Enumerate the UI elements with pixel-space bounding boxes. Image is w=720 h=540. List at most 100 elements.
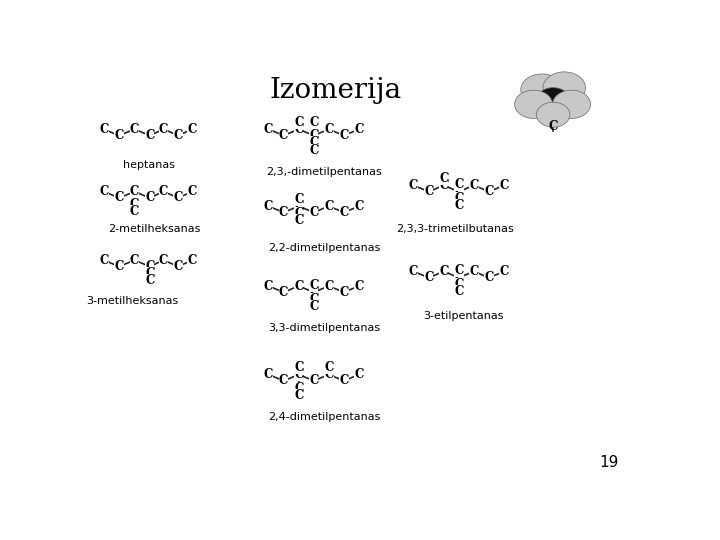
Text: C: C: [130, 123, 140, 136]
Text: C: C: [187, 254, 197, 267]
Text: C: C: [264, 200, 274, 213]
Text: C: C: [294, 207, 303, 220]
Text: C: C: [549, 120, 558, 133]
Text: C: C: [324, 200, 333, 213]
Text: C: C: [354, 280, 364, 293]
Text: C: C: [130, 198, 140, 211]
Text: C: C: [309, 279, 318, 292]
Text: C: C: [145, 267, 154, 280]
Text: C: C: [469, 179, 479, 192]
Text: C: C: [130, 254, 140, 267]
Text: C: C: [309, 286, 318, 299]
Text: C: C: [339, 129, 348, 142]
Text: C: C: [339, 286, 348, 299]
Text: C: C: [114, 260, 124, 273]
Text: C: C: [485, 185, 494, 198]
Text: Izomerija: Izomerija: [269, 77, 402, 104]
Text: heptanas: heptanas: [122, 160, 174, 170]
Text: C: C: [294, 389, 303, 402]
Text: C: C: [99, 254, 109, 267]
Text: C: C: [324, 123, 333, 136]
Text: C: C: [145, 274, 154, 287]
Text: C: C: [309, 116, 318, 129]
Text: C: C: [309, 300, 318, 313]
Text: 19: 19: [599, 455, 618, 470]
Text: C: C: [454, 285, 464, 298]
Text: C: C: [354, 368, 364, 381]
Text: C: C: [309, 129, 318, 142]
Text: C: C: [339, 374, 348, 387]
Text: C: C: [454, 199, 464, 212]
Text: C: C: [294, 361, 303, 374]
Text: C: C: [294, 123, 303, 136]
Text: C: C: [294, 280, 303, 293]
Text: C: C: [500, 265, 509, 278]
Text: C: C: [294, 193, 303, 206]
Text: C: C: [309, 293, 318, 306]
Text: C: C: [145, 129, 154, 142]
Text: 3-etilpentanas: 3-etilpentanas: [423, 311, 504, 321]
Text: C: C: [439, 179, 449, 192]
Text: C: C: [264, 123, 274, 136]
Text: C: C: [294, 214, 303, 227]
Text: C: C: [409, 179, 418, 192]
Text: C: C: [159, 185, 168, 198]
Text: C: C: [294, 382, 303, 395]
Circle shape: [543, 72, 585, 104]
Text: C: C: [309, 144, 318, 157]
Text: C: C: [309, 374, 318, 387]
Text: C: C: [174, 191, 183, 204]
Text: C: C: [294, 368, 303, 381]
Circle shape: [536, 102, 570, 127]
Text: 2-metilheksanas: 2-metilheksanas: [108, 224, 200, 234]
Text: C: C: [187, 185, 197, 198]
Text: C: C: [99, 185, 109, 198]
Text: 3-metilheksanas: 3-metilheksanas: [86, 296, 178, 306]
Text: C: C: [114, 129, 124, 142]
Circle shape: [536, 87, 570, 113]
Text: C: C: [174, 129, 183, 142]
Text: C: C: [454, 192, 464, 205]
Circle shape: [515, 90, 552, 118]
Circle shape: [521, 74, 563, 105]
Text: C: C: [324, 361, 333, 374]
Text: C: C: [294, 200, 303, 213]
Text: C: C: [354, 123, 364, 136]
Text: C: C: [99, 123, 109, 136]
Text: 2,3,-dimetilpentanas: 2,3,-dimetilpentanas: [266, 167, 382, 177]
Text: C: C: [309, 137, 318, 150]
Text: C: C: [159, 123, 168, 136]
Text: C: C: [279, 374, 288, 387]
Text: C: C: [354, 200, 364, 213]
Text: C: C: [279, 286, 288, 299]
Text: C: C: [187, 123, 197, 136]
Text: C: C: [439, 172, 449, 185]
Text: C: C: [339, 206, 348, 219]
Text: 3,3-dimetilpentanas: 3,3-dimetilpentanas: [269, 323, 380, 333]
Text: C: C: [145, 260, 154, 273]
Text: C: C: [279, 206, 288, 219]
Text: C: C: [114, 191, 124, 204]
Text: 2,4-dimetilpentanas: 2,4-dimetilpentanas: [268, 412, 381, 422]
Text: C: C: [454, 185, 464, 198]
Text: C: C: [309, 206, 318, 219]
Text: 2,2-dimetilpentanas: 2,2-dimetilpentanas: [268, 243, 381, 253]
Text: C: C: [409, 265, 418, 278]
Text: C: C: [279, 129, 288, 142]
Text: C: C: [294, 116, 303, 129]
Text: C: C: [439, 265, 449, 278]
Text: C: C: [174, 260, 183, 273]
Text: C: C: [264, 280, 274, 293]
Text: C: C: [264, 368, 274, 381]
Text: C: C: [424, 271, 433, 284]
Text: C: C: [500, 179, 509, 192]
Text: C: C: [159, 254, 168, 267]
Text: C: C: [145, 191, 154, 204]
Text: C: C: [324, 368, 333, 381]
Text: C: C: [130, 185, 140, 198]
Text: C: C: [485, 271, 494, 284]
Text: C: C: [454, 264, 464, 277]
Text: C: C: [454, 178, 464, 191]
Text: C: C: [454, 271, 464, 284]
Circle shape: [552, 90, 590, 118]
